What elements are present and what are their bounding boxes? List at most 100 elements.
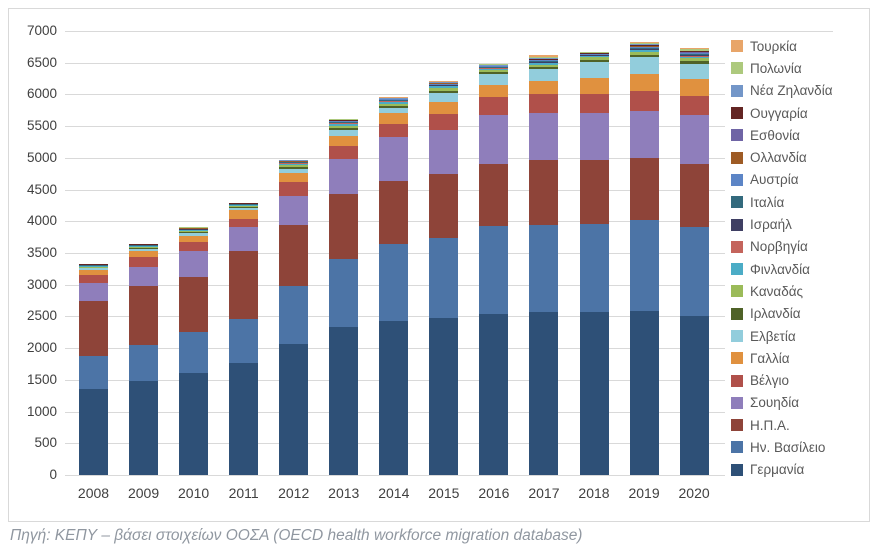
y-axis-tick-label: 7000 <box>26 23 57 38</box>
legend-swatch-icon <box>731 173 743 186</box>
legend-swatch-icon <box>731 240 743 253</box>
bar-segment-Νέα Ζηλανδία <box>529 58 559 59</box>
bar-segment-Ελβετία <box>179 233 209 236</box>
bar-segment-Φινλανδία <box>429 86 459 89</box>
bar-segment-Καναδάς <box>279 165 309 168</box>
legend-item-Τουρκία: Τουρκία <box>731 35 833 57</box>
bar-segment-Ιρλανδία <box>229 206 259 208</box>
bar-segment-Πολωνία <box>329 119 359 120</box>
bar-segment-Ην. Βασίλειο <box>329 258 359 328</box>
legend-label: Σουηδία <box>750 395 800 411</box>
bar-segment-Σουηδία <box>529 113 559 161</box>
bar-segment-Ουγγαρία <box>679 51 709 53</box>
bar-segment-Βέλγιο <box>79 274 108 283</box>
legend-item-Γερμανία: Γερμανία <box>731 459 833 481</box>
bar-segment-Πολωνία <box>679 49 709 51</box>
x-axis-tick-label: 2013 <box>328 485 360 501</box>
bar-segment-Ιρλανδία <box>479 72 509 75</box>
bar-segment-Αυστρία <box>479 66 509 68</box>
bar-segment-Ιταλία <box>329 122 359 123</box>
legend-item-Ελβετία: Ελβετία <box>731 325 833 347</box>
bar-segment-Ην. Βασίλειο <box>279 286 309 344</box>
bar-segment-Ιρλανδία <box>679 61 709 64</box>
bar-segment-Ιρλανδία <box>579 59 609 63</box>
bar-segment-Η.Π.Α. <box>529 160 559 225</box>
legend-label: Εσθονία <box>750 127 800 143</box>
bar-segment-Η.Π.Α. <box>279 225 309 287</box>
bar-segment-Φινλανδία <box>479 68 509 70</box>
legend-swatch-icon <box>731 129 743 142</box>
legend-swatch-icon <box>731 419 743 432</box>
legend-label: Ιταλία <box>750 194 785 210</box>
bar-segment-Ολλανδία <box>679 52 709 54</box>
bar-segment-Ιταλία <box>479 67 509 68</box>
bar-segment-Γερμανία <box>129 380 159 475</box>
legend-swatch-icon <box>731 107 743 120</box>
legend-item-Βέλγιο: Βέλγιο <box>731 369 833 391</box>
bar-segment-Βέλγιο <box>379 123 409 138</box>
legend-label: Η.Π.Α. <box>750 417 790 433</box>
bar-segment-Γερμανία <box>679 316 709 475</box>
bar-segment-Ιταλία <box>579 54 609 56</box>
legend-item-Πολωνία: Πολωνία <box>731 57 833 79</box>
bar-segment-Γερμανία <box>279 343 309 475</box>
bar-segment-Ην. Βασίλειο <box>129 345 159 381</box>
bar-segment-Σουηδία <box>79 282 108 302</box>
bar-segment-Νορβηγία <box>429 85 459 87</box>
legend-item-Ιταλία: Ιταλία <box>731 191 833 213</box>
legend-label: Βέλγιο <box>750 373 790 389</box>
bar-segment-Ουγγαρία <box>329 120 359 121</box>
bar-2013 <box>329 118 359 475</box>
bar-segment-Ισραήλ <box>379 100 409 102</box>
bar-segment-Καναδάς <box>229 205 259 207</box>
bar-segment-Ελβετία <box>529 69 559 81</box>
bar-segment-Φινλανδία <box>79 266 108 267</box>
legend-label: Τουρκία <box>750 38 797 54</box>
bar-segment-Φινλανδία <box>129 246 159 248</box>
x-axis-tick-label: 2012 <box>278 485 310 501</box>
bar-segment-Καναδάς <box>679 58 709 62</box>
legend-item-Η.Π.Α.: Η.Π.Α. <box>731 414 833 436</box>
bar-segment-Βέλγιο <box>479 97 509 116</box>
bar-segment-Αυστρία <box>679 53 709 55</box>
bar-segment-Καναδάς <box>179 230 209 233</box>
bar-segment-Βέλγιο <box>679 96 709 116</box>
bar-segment-Πολωνία <box>529 56 559 59</box>
x-axis-tick-label: 2015 <box>428 485 460 501</box>
legend-label: Ην. Βασίλειο <box>750 439 826 455</box>
bar-segment-Νορβηγία <box>679 56 709 57</box>
bar-2019 <box>629 42 659 475</box>
bar-segment-Ιρλανδία <box>129 248 159 250</box>
legend-item-Ην. Βασίλειο: Ην. Βασίλειο <box>731 436 833 458</box>
bar-segment-Γερμανία <box>479 314 509 475</box>
bar-segment-Ην. Βασίλειο <box>479 226 509 315</box>
bar-segment-Γαλλία <box>179 235 209 242</box>
legend-swatch-icon <box>731 374 743 387</box>
bar-segment-Ιρλανδία <box>629 54 659 58</box>
y-axis-tick-label: 5000 <box>26 149 57 165</box>
legend-item-Ολλανδία: Ολλανδία <box>731 146 833 168</box>
bar-segment-Γερμανία <box>329 327 359 475</box>
bar-segment-Βέλγιο <box>179 241 209 252</box>
y-axis-tick-label: 4500 <box>26 181 57 197</box>
bar-segment-Σουηδία <box>579 112 609 161</box>
bar-segment-Καναδάς <box>79 266 108 268</box>
gridline <box>65 475 833 476</box>
legend-item-Φινλανδία: Φινλανδία <box>731 258 833 280</box>
bar-segment-Ολλανδία <box>629 46 659 47</box>
bar-segment-Πολωνία <box>429 81 459 83</box>
bar-segment-Αυστρία <box>629 46 659 48</box>
bar-segment-Νορβηγία <box>629 49 659 51</box>
bar-segment-Σουηδία <box>279 195 309 226</box>
bar-segment-Η.Π.Α. <box>79 301 108 356</box>
legend-item-Καναδάς: Καναδάς <box>731 280 833 302</box>
legend-item-Σουηδία: Σουηδία <box>731 392 833 414</box>
x-axis-tick-label: 2016 <box>478 485 510 501</box>
bar-segment-Ουγγαρία <box>429 82 459 84</box>
stacked-bar-chart: 0 500 1000 1500 2000 2500 3000 3500 4000 4500 5000… <box>8 8 870 522</box>
bar-segment-Νέα Ζηλανδία <box>629 44 659 46</box>
bar-segment-Ιρλανδία <box>529 67 559 70</box>
bar-segment-Φινλανδία <box>229 205 259 206</box>
legend-swatch-icon <box>731 196 743 209</box>
bar-segment-Βέλγιο <box>129 257 159 267</box>
